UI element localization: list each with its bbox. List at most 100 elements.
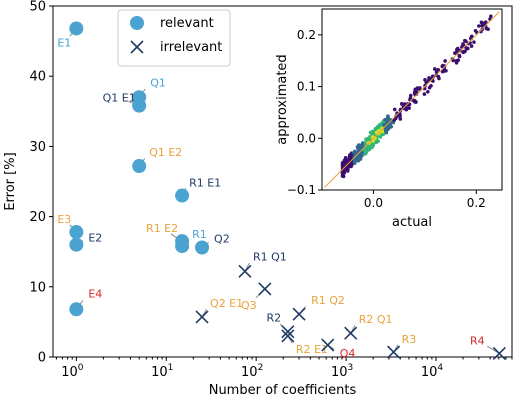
inset-point bbox=[426, 89, 430, 94]
main-points: E1 Q1 Q1 E1 Q1 E2 R1 E1 E3 E2 R1 E2 R1 Q2 E4 R1 Q1 Q… bbox=[57, 21, 506, 361]
point-label: E3 bbox=[57, 213, 71, 226]
inset-y-ticks: −0.1 0.0 0.1 0.2 bbox=[287, 28, 322, 197]
main-x-tick-label: 104 bbox=[421, 363, 444, 380]
relevant-point bbox=[132, 98, 147, 113]
inset-reference-line bbox=[324, 11, 500, 188]
inset-point bbox=[454, 60, 459, 65]
inset-x-ticks: 0.0 0.2 bbox=[364, 190, 486, 210]
inset-point bbox=[386, 125, 391, 129]
main-x-axis-label: Number of coefficients bbox=[209, 383, 357, 398]
main-x-tick-label: 103 bbox=[331, 363, 353, 380]
inset-point bbox=[434, 70, 439, 74]
inset-point bbox=[340, 164, 345, 168]
inset-point bbox=[383, 117, 387, 122]
main-x-tick-label: 101 bbox=[151, 363, 173, 380]
irrelevant-point bbox=[492, 346, 506, 361]
irrelevant-point bbox=[281, 329, 295, 343]
main-y-tick-label: 20 bbox=[29, 210, 46, 225]
inset-point bbox=[349, 153, 354, 157]
inset-point bbox=[414, 90, 418, 95]
inset-point bbox=[356, 155, 360, 160]
point-label: R1 E1 bbox=[189, 177, 221, 190]
point-label: R2 Q1 bbox=[359, 313, 393, 326]
point-label: E4 bbox=[88, 287, 102, 300]
inset-y-tick-label: 0.2 bbox=[297, 28, 316, 42]
inset-point bbox=[398, 114, 402, 118]
point-label: R2 bbox=[267, 312, 282, 325]
inset-y-tick-label: −0.1 bbox=[287, 183, 316, 197]
relevant-point bbox=[69, 237, 84, 252]
relevant-point bbox=[69, 302, 84, 317]
inset-point bbox=[417, 87, 421, 91]
inset-point bbox=[389, 124, 394, 129]
inset-point bbox=[457, 53, 462, 58]
inset-point bbox=[392, 107, 397, 112]
relevant-point bbox=[175, 239, 190, 254]
inset-point bbox=[408, 93, 413, 98]
main-y-tick-label: 10 bbox=[29, 280, 46, 295]
inset-point bbox=[399, 102, 404, 106]
inset-point bbox=[461, 49, 466, 54]
inset-point bbox=[456, 58, 460, 63]
inset-point bbox=[427, 76, 431, 80]
main-y-ticks: 0 10 20 30 40 50 bbox=[29, 0, 53, 366]
inset-point bbox=[359, 143, 363, 148]
inset-point bbox=[443, 59, 447, 63]
point-label: R1 E2 bbox=[146, 222, 178, 235]
main-x-tick-label: 100 bbox=[61, 363, 84, 380]
point-label: Q2 E1 bbox=[210, 297, 243, 310]
inset-point bbox=[463, 38, 467, 43]
point-label: E1 bbox=[57, 36, 71, 49]
irrelevant-point bbox=[321, 338, 335, 352]
point-label: Q1 E1 bbox=[103, 92, 136, 105]
point-label: R1 Q2 bbox=[311, 294, 345, 307]
inset-point bbox=[369, 145, 374, 150]
inset-point bbox=[398, 117, 403, 121]
inset-point bbox=[489, 14, 493, 19]
legend-label-irrelevant: irrelevant bbox=[160, 40, 222, 55]
main-y-tick-label: 40 bbox=[29, 70, 46, 85]
point-label: Q1 bbox=[150, 76, 166, 89]
inset-point bbox=[440, 69, 445, 74]
legend-marker-irrelevant bbox=[130, 40, 144, 54]
irrelevant-point bbox=[195, 310, 209, 324]
relevant-point bbox=[69, 21, 84, 36]
inset-point bbox=[392, 118, 397, 122]
point-label: R2 E1 bbox=[296, 343, 328, 356]
inset-point bbox=[412, 99, 417, 104]
inset-point bbox=[465, 46, 469, 51]
relevant-point bbox=[69, 225, 84, 240]
inset-point bbox=[481, 21, 486, 26]
inset-y-axis-label: approximated bbox=[275, 54, 290, 144]
point-label: R1 Q1 bbox=[253, 250, 287, 263]
point-label: Q1 E2 bbox=[149, 146, 182, 159]
irrelevant-point bbox=[387, 345, 401, 359]
inset-point bbox=[422, 92, 427, 96]
inset-point bbox=[346, 167, 350, 172]
irrelevant-point bbox=[258, 282, 272, 296]
relevant-point bbox=[195, 240, 210, 255]
main-plot: 0 10 20 30 40 50 100 101 102 103 104 E1 Q1 Q1 E1 Q1 … bbox=[3, 0, 513, 398]
inset-point bbox=[442, 64, 447, 68]
inset-point bbox=[356, 158, 360, 163]
inset-point bbox=[370, 129, 375, 134]
inset-point bbox=[461, 42, 465, 46]
inset-point bbox=[432, 67, 437, 71]
legend-box bbox=[117, 9, 231, 67]
legend: relevant irrelevant bbox=[117, 9, 231, 67]
irrelevant-point bbox=[344, 326, 358, 340]
point-label: Q2 bbox=[214, 232, 230, 245]
inset-point bbox=[429, 83, 433, 88]
inset-plot: 0.0 0.2 −0.1 0.0 0.1 0.2 actual approximated bbox=[275, 8, 503, 230]
inset-point bbox=[340, 173, 345, 177]
inset-point bbox=[469, 44, 474, 48]
point-label: R3 bbox=[402, 333, 417, 346]
point-label: R4 bbox=[470, 334, 485, 347]
inset-point bbox=[352, 149, 357, 154]
inset-point bbox=[486, 27, 490, 31]
inset-y-tick-label: 0.0 bbox=[297, 131, 316, 145]
point-label: R1 bbox=[192, 228, 207, 241]
inset-x-tick-label: 0.0 bbox=[364, 196, 383, 210]
main-y-tick-label: 30 bbox=[29, 140, 46, 155]
